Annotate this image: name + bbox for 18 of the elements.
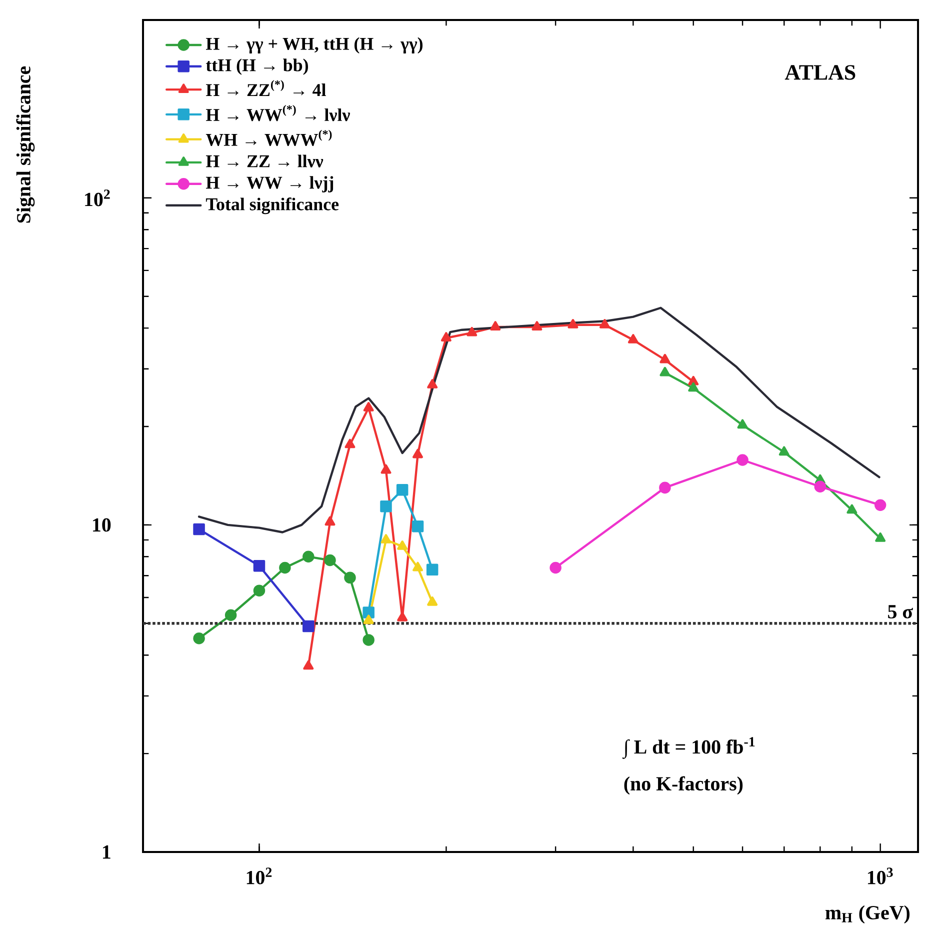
y-tick-label: 10$^{2}$	[85, 190, 110, 206]
legend-label: ttH (H → bb)	[206, 58, 308, 75]
y-tick-label: 10	[93, 518, 111, 532]
y-axis-title: Signal significance	[16, 66, 35, 223]
legend-label: H → WW → lνjj	[206, 176, 334, 192]
legend-label: H → WW$^{(*)}$ → lνlν	[206, 104, 350, 122]
x-tick-label: 10$^{3}$	[868, 868, 893, 884]
x-axis-title: m$_{H}$ (GeV)	[825, 905, 910, 924]
legend-label: H → ZZ$^{(*)}$ → 4l	[206, 80, 326, 96]
y-tick-label: 1	[103, 845, 110, 859]
legend-label: H → γγ + WH, ttH (H → γγ)	[206, 37, 423, 54]
annotation: (no K-factors)	[624, 776, 743, 795]
annotation: ATLAS	[784, 65, 856, 80]
annotation: ∫ L dt = 100 fb$^{-1}$	[622, 737, 755, 759]
legend-label: Total significance	[206, 198, 339, 214]
legend-label: H → ZZ → llνν	[206, 154, 324, 168]
legend-label: WH → WWW$^{(*)}$	[206, 130, 332, 146]
ref-line-label: 5 σ	[888, 605, 913, 618]
